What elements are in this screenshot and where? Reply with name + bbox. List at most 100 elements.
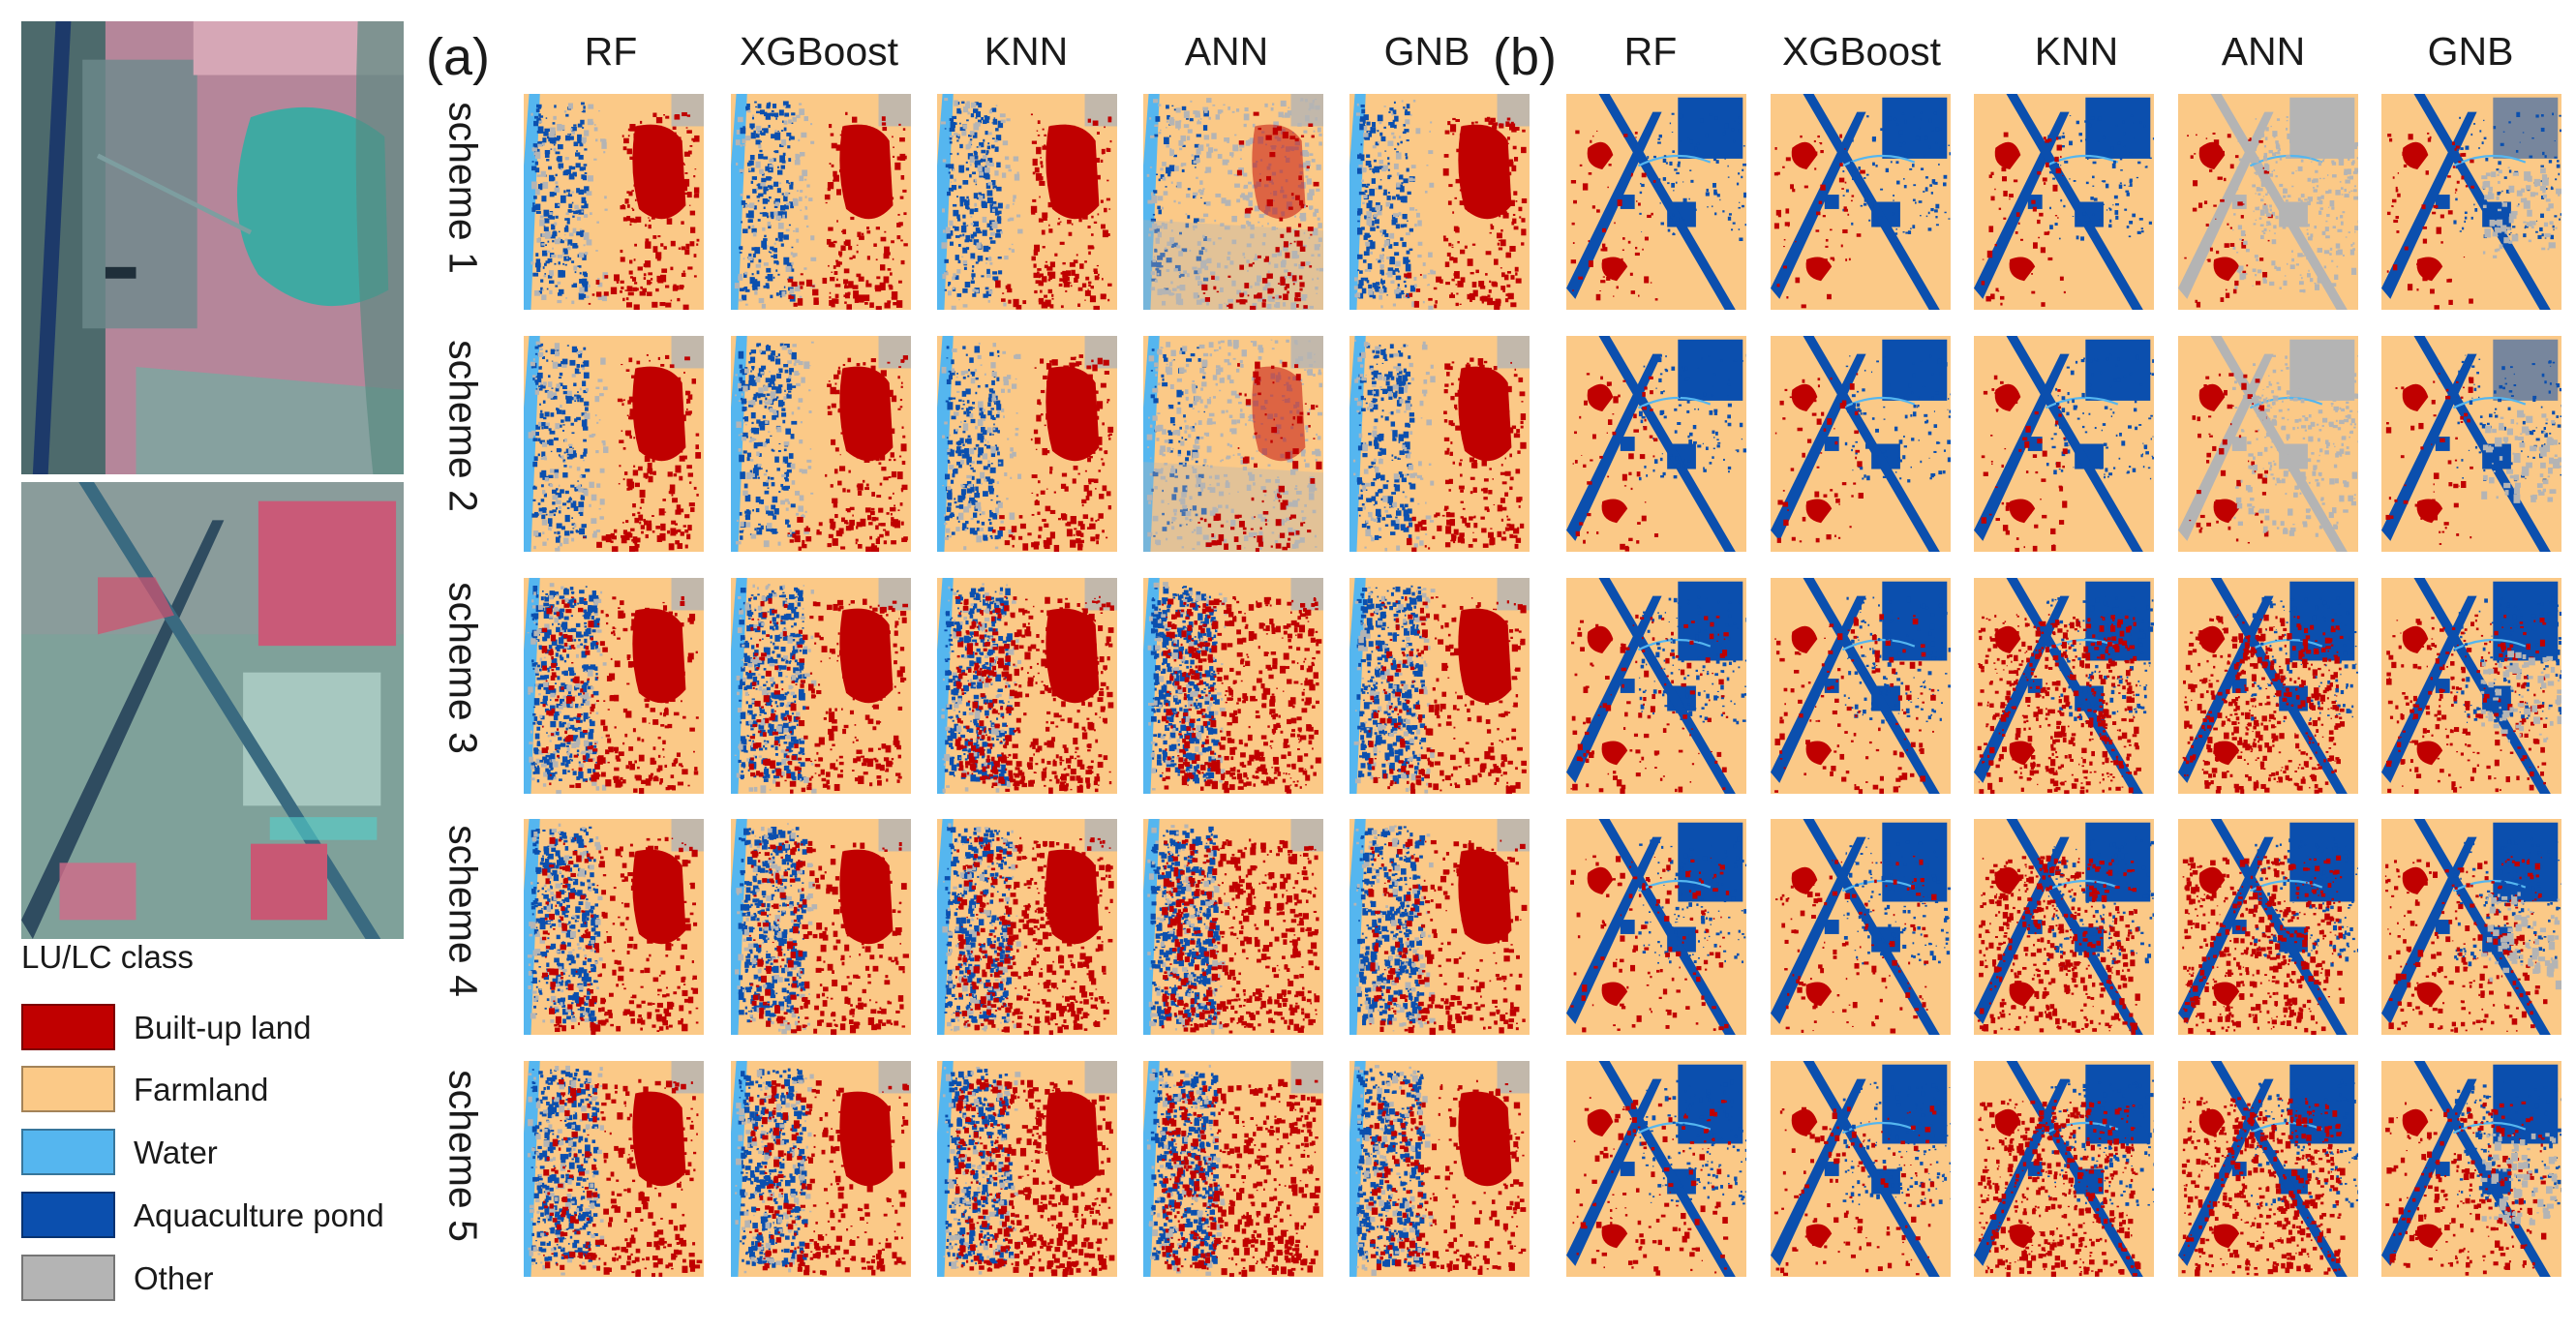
classification-map-b-rf-scheme-4 — [1566, 819, 1746, 1035]
classification-map-a-ann-scheme-4 — [1143, 819, 1323, 1035]
classification-map-b-rf-scheme-1 — [1566, 94, 1746, 310]
classification-map-graphic — [2381, 578, 2561, 794]
satellite-image-b — [21, 482, 404, 939]
legend-item: Farmland — [21, 1066, 428, 1112]
legend-label: Built-up land — [134, 1010, 311, 1046]
classification-map-graphic — [1143, 94, 1323, 310]
classification-map-graphic — [2381, 1061, 2561, 1277]
classification-map-graphic — [731, 94, 911, 310]
classification-map-a-xgboost-scheme-1 — [731, 94, 911, 310]
classification-map-graphic — [731, 819, 911, 1035]
classification-map-graphic — [524, 578, 704, 794]
classification-map-a-xgboost-scheme-3 — [731, 578, 911, 794]
classification-map-graphic — [937, 1061, 1117, 1277]
classification-map-a-knn-scheme-5 — [937, 1061, 1117, 1277]
row-label-scheme-5: scheme 5 — [440, 1070, 486, 1242]
classification-map-a-rf-scheme-3 — [524, 578, 704, 794]
row-label-scheme-1: scheme 1 — [440, 102, 486, 274]
classification-map-a-ann-scheme-5 — [1143, 1061, 1323, 1277]
legend-swatch — [21, 1004, 115, 1050]
classification-map-b-gnb-scheme-5 — [2381, 1061, 2561, 1277]
panel-label-a: (a) — [426, 27, 490, 87]
classification-map-graphic — [1143, 578, 1323, 794]
legend-item: Water — [21, 1129, 428, 1175]
classification-map-b-rf-scheme-5 — [1566, 1061, 1746, 1277]
classification-map-graphic — [1349, 94, 1530, 310]
legend-item: Other — [21, 1255, 428, 1301]
classification-map-graphic — [1771, 819, 1951, 1035]
classification-map-graphic — [2381, 336, 2561, 552]
classification-map-graphic — [524, 1061, 704, 1277]
classification-map-b-xgboost-scheme-4 — [1771, 819, 1951, 1035]
classification-map-graphic — [1349, 578, 1530, 794]
classification-map-graphic — [1349, 819, 1530, 1035]
column-header-b-rf: RF — [1539, 29, 1762, 75]
classification-map-a-rf-scheme-5 — [524, 1061, 704, 1277]
classification-map-graphic — [731, 1061, 911, 1277]
classification-map-a-gnb-scheme-5 — [1349, 1061, 1530, 1277]
classification-map-b-gnb-scheme-1 — [2381, 94, 2561, 310]
classification-map-a-knn-scheme-4 — [937, 819, 1117, 1035]
legend-label: Farmland — [134, 1072, 268, 1108]
classification-map-b-knn-scheme-5 — [1974, 1061, 2154, 1277]
legend-swatch — [21, 1129, 115, 1175]
classification-map-graphic — [524, 336, 704, 552]
classification-map-graphic — [1771, 578, 1951, 794]
column-header-b-gnb: GNB — [2359, 29, 2576, 75]
classification-map-graphic — [1771, 336, 1951, 552]
classification-map-b-gnb-scheme-2 — [2381, 336, 2561, 552]
classification-map-graphic — [1974, 94, 2154, 310]
classification-map-graphic — [2381, 94, 2561, 310]
legend-item: Built-up land — [21, 1004, 428, 1050]
classification-map-a-knn-scheme-3 — [937, 578, 1117, 794]
classification-map-b-xgboost-scheme-3 — [1771, 578, 1951, 794]
classification-map-b-knn-scheme-1 — [1974, 94, 2154, 310]
classification-map-b-gnb-scheme-4 — [2381, 819, 2561, 1035]
legend-swatch — [21, 1192, 115, 1238]
column-header-b-knn: KNN — [1965, 29, 2188, 75]
classification-map-graphic — [1771, 1061, 1951, 1277]
column-header-a-xgboost: XGBoost — [708, 29, 930, 75]
legend-label: Other — [134, 1260, 214, 1297]
classification-map-a-ann-scheme-3 — [1143, 578, 1323, 794]
satellite-image-a — [21, 21, 404, 474]
classification-map-b-ann-scheme-5 — [2178, 1061, 2358, 1277]
classification-map-a-rf-scheme-4 — [524, 819, 704, 1035]
classification-map-a-xgboost-scheme-2 — [731, 336, 911, 552]
column-header-a-gnb: GNB — [1316, 29, 1538, 75]
classification-map-graphic — [1566, 94, 1746, 310]
classification-map-a-xgboost-scheme-5 — [731, 1061, 911, 1277]
classification-map-graphic — [524, 94, 704, 310]
classification-map-b-knn-scheme-3 — [1974, 578, 2154, 794]
classification-map-b-xgboost-scheme-1 — [1771, 94, 1951, 310]
classification-map-b-ann-scheme-1 — [2178, 94, 2358, 310]
classification-map-graphic — [1566, 1061, 1746, 1277]
classification-map-graphic — [1974, 578, 2154, 794]
classification-map-graphic — [1771, 94, 1951, 310]
classification-map-graphic — [1349, 1061, 1530, 1277]
classification-map-a-xgboost-scheme-4 — [731, 819, 911, 1035]
panel-label-b: (b) — [1493, 27, 1557, 87]
classification-map-graphic — [2178, 94, 2358, 310]
row-label-scheme-4: scheme 4 — [440, 825, 486, 997]
row-label-scheme-2: scheme 2 — [440, 340, 486, 512]
classification-map-graphic — [1974, 336, 2154, 552]
classification-map-graphic — [937, 578, 1117, 794]
classification-map-b-rf-scheme-2 — [1566, 336, 1746, 552]
column-header-a-rf: RF — [500, 29, 722, 75]
classification-map-graphic — [524, 819, 704, 1035]
classification-map-a-rf-scheme-1 — [524, 94, 704, 310]
classification-map-graphic — [1143, 336, 1323, 552]
classification-map-graphic — [2381, 819, 2561, 1035]
classification-map-a-ann-scheme-2 — [1143, 336, 1323, 552]
classification-map-b-knn-scheme-2 — [1974, 336, 2154, 552]
legend-swatch — [21, 1255, 115, 1301]
classification-map-graphic — [731, 336, 911, 552]
classification-map-graphic — [2178, 819, 2358, 1035]
classification-map-graphic — [1143, 819, 1323, 1035]
column-header-a-knn: KNN — [915, 29, 1137, 75]
classification-map-b-ann-scheme-3 — [2178, 578, 2358, 794]
row-label-scheme-3: scheme 3 — [440, 582, 486, 754]
classification-map-b-ann-scheme-2 — [2178, 336, 2358, 552]
classification-map-graphic — [731, 578, 911, 794]
